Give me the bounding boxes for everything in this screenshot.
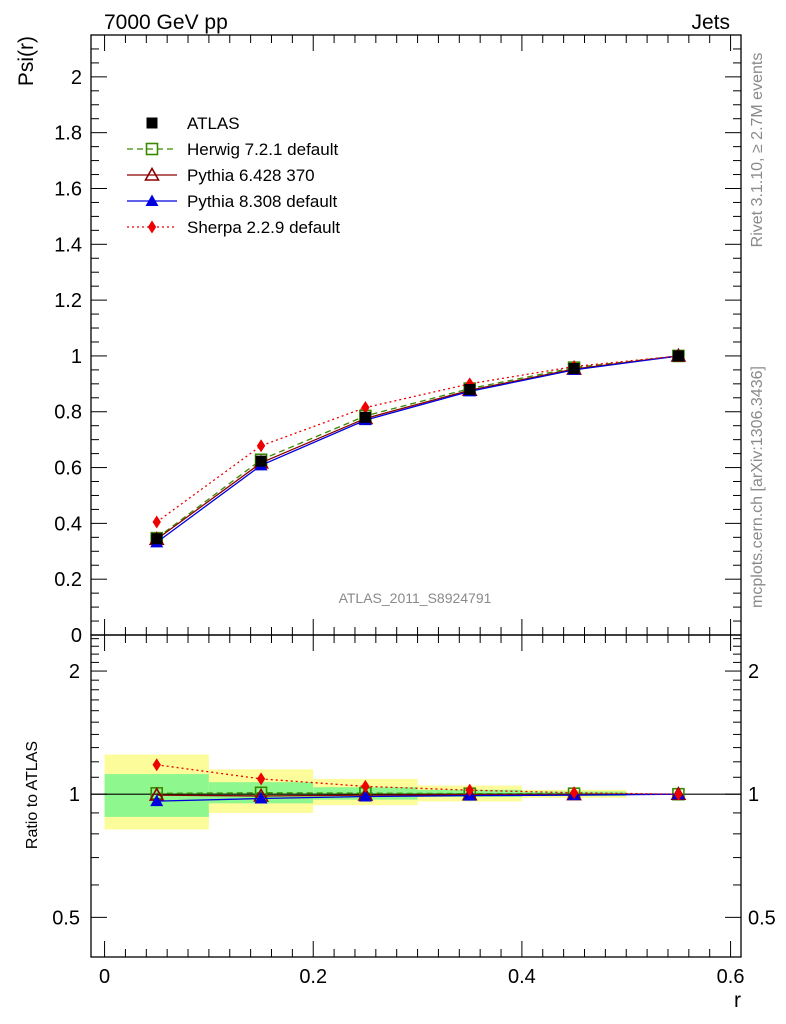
y-tick-label: 0.8 [54,402,82,424]
y-tick-label: 0.6 [54,458,82,480]
legend-item: Sherpa 2.2.9 default [127,218,340,237]
rivet-label: Rivet 3.1.10, ≥ 2.7M events [749,53,766,248]
ratio-y-tick-label-right: 2 [748,661,759,683]
series-line [156,355,679,543]
legend-label: Sherpa 2.2.9 default [187,218,340,237]
data-point [569,786,579,800]
x-tick-label: 0.4 [508,966,536,988]
data-point [256,439,266,453]
ratio-y-tick-label-left: 2 [69,661,80,683]
series-sherpa-2-2-9-default [152,758,683,801]
legend: ATLAS Herwig 7.2.1 default Pythia 6.428 37… [127,114,340,237]
y-tick-label: 1.2 [54,290,82,312]
data-point [361,779,370,793]
x-tick-label: 0 [99,966,110,988]
data-point [358,790,372,802]
ratio-y-tick-label-right: 1 [748,784,759,806]
data-point [255,455,267,467]
data-point [150,794,164,807]
ratio-y-tick-label-right: 0.5 [748,907,776,929]
analysis-watermark: ATLAS_2011_S8924791 [339,590,492,606]
y-tick-label: 2 [71,67,82,89]
main-y-axis-title: Psi(r) [15,36,38,86]
series-line [156,355,679,540]
x-tick-label: 0.6 [717,966,745,988]
data-point [672,350,684,362]
data-point [568,362,580,374]
series-atlas [151,350,684,545]
legend-item: Pythia 8.308 default [127,192,338,211]
data-point [465,783,474,797]
data-point [361,401,370,415]
data-point [254,792,268,804]
main-panel-series [148,347,687,548]
data-point [674,787,683,801]
series-herwig-7-2-1-default [150,349,685,545]
data-point [464,383,476,395]
y-tick-label: 0 [71,625,82,647]
ratio-panel-axes: 0 0.2 0.4 0.6 0.5 0.5 1 1 2 2 [52,634,776,988]
ratio-y-tick-label-left: 0.5 [52,907,80,929]
data-point [152,515,161,529]
data-point [359,411,371,423]
ratio-panel-series [148,758,687,807]
header-right: Jets [691,11,730,34]
y-tick-label: 1 [71,346,82,368]
legend-item: Herwig 7.2.1 default [127,140,338,159]
series-line [156,764,679,795]
series-line [156,793,679,802]
x-axis-title: r [734,989,741,1012]
legend-marker [146,117,158,129]
y-tick-label: 0.4 [54,513,82,535]
y-tick-label: 1.8 [54,123,82,145]
data-point [151,533,163,545]
legend-label: Herwig 7.2.1 default [187,140,338,159]
panel-frame [90,634,742,958]
y-tick-label: 1.6 [54,178,82,200]
legend-label: ATLAS [187,114,240,133]
series-line [156,792,679,795]
main-panel-axes: 0 0.2 0.4 0.6 0.8 1 1.2 1.4 1.6 1.8 2 [54,34,742,647]
data-point [256,772,266,786]
ratio-y-tick-label-left: 1 [69,784,80,806]
ratio-y-axis-title: Ratio to ATLAS [24,741,41,849]
legend-item: Pythia 6.428 370 [127,166,315,185]
series-sherpa-2-2-9-default [152,349,683,529]
series-line [156,355,679,523]
y-tick-label: 1.4 [54,234,82,256]
legend-marker [145,142,159,156]
series-line [156,355,679,539]
legend-marker [144,166,160,181]
legend-label: Pythia 8.308 default [187,192,338,211]
header-left: 7000 GeV pp [104,11,228,34]
y-tick-label: 0.2 [54,569,82,591]
legend-marker [145,194,159,206]
legend-item: ATLAS [146,114,240,133]
legend-marker [147,220,157,234]
legend-label: Pythia 6.428 370 [187,166,315,185]
data-point [152,758,161,772]
mcplots-label: mcplots.cern.ch [arXiv:1306.3436] [749,366,766,608]
x-tick-label: 0.2 [299,966,327,988]
series-pythia-6-428-370 [148,347,687,546]
series-pythia-8-308-default [150,349,685,548]
